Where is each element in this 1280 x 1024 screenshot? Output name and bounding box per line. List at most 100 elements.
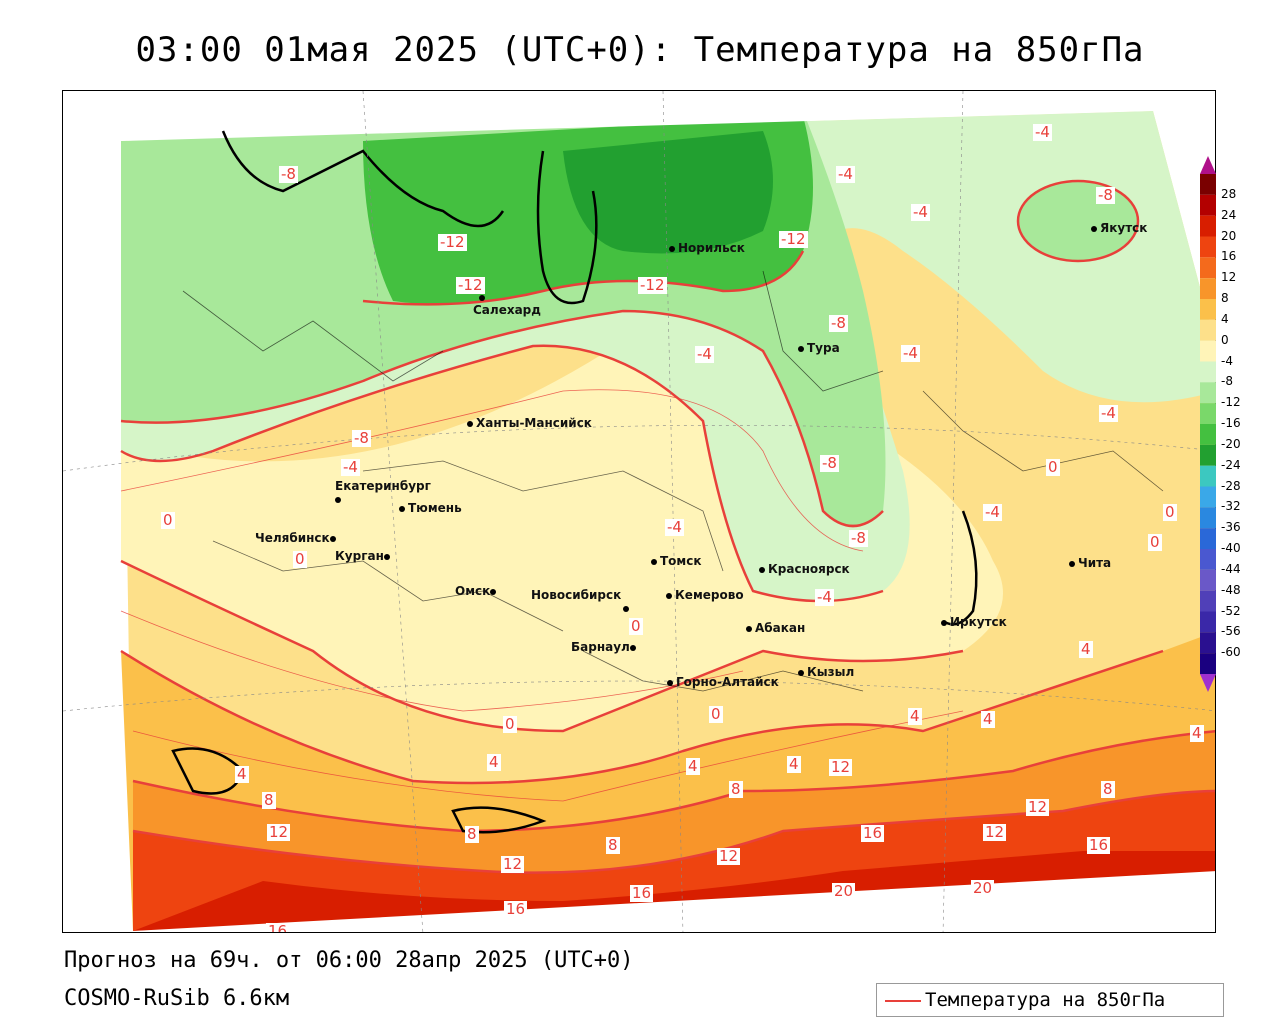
colorbar-tick-label: 0 [1221, 332, 1229, 347]
contour-label: 20 [971, 879, 995, 897]
contour-label: 16 [266, 923, 290, 932]
band-plus16-to-plus20 [133, 851, 1215, 931]
colorbar-cell [1200, 465, 1216, 487]
city-khanty-mansiysk: Ханты-Мансийск [467, 416, 592, 430]
contour-label: -4 [901, 344, 920, 362]
colorbar-cell [1200, 257, 1216, 279]
contour-label: 0 [1046, 458, 1060, 476]
city-salekhard-label: Салехард [473, 303, 541, 317]
colorbar-tick-label: -44 [1221, 561, 1241, 576]
colorbar-cell [1200, 590, 1216, 612]
city-novosibirsk-label: Новосибирск [531, 588, 622, 602]
map-title: 03:00 01мая 2025 (UTC+0): Температура на… [135, 30, 1145, 70]
colorbar-tick-label: 20 [1221, 228, 1237, 243]
contour-label: 0 [503, 715, 517, 733]
graticule [63, 91, 1215, 932]
city-ekaterinburg [335, 492, 344, 506]
colorbar-cell [1200, 382, 1216, 404]
contour-label: 12 [829, 758, 853, 776]
colorbar-tick-label: -56 [1221, 624, 1241, 639]
contour-label: -8 [820, 454, 839, 472]
contour-label: -12 [438, 233, 467, 251]
colorbar-tick-label: 8 [1221, 291, 1229, 305]
colorbar-cell [1200, 444, 1216, 466]
thin-isotherms [120, 389, 964, 802]
colorbar-tick-label: -16 [1221, 416, 1241, 430]
contour-label: 20 [832, 882, 856, 900]
colorbar-tick-label: -36 [1221, 520, 1241, 535]
colorbar-tick-label: -8 [1221, 374, 1233, 389]
contour-label: 12 [717, 847, 741, 865]
city-abakan: Абакан [746, 621, 805, 635]
contour-label: -8 [279, 165, 298, 183]
colorbar-cell [1200, 632, 1216, 654]
contour-label: -4 [341, 458, 360, 476]
colorbar-tick-label: 4 [1221, 311, 1229, 326]
colorbar-tick-label: -28 [1221, 478, 1241, 493]
contour-label: 0 [1148, 533, 1162, 551]
contour-label: -4 [665, 518, 684, 536]
contour-label: 16 [1087, 836, 1111, 854]
colorbar-tick-label: -12 [1221, 395, 1241, 410]
contour-label: 4 [487, 753, 501, 771]
outside-domain-left [63, 91, 121, 932]
contour-label: -4 [1099, 404, 1118, 422]
city-omsk: Омск [455, 584, 499, 598]
contour-label: 4 [686, 757, 700, 775]
contour-label: -8 [849, 529, 868, 547]
colorbar-cell [1200, 507, 1216, 529]
isotherms [120, 179, 1215, 874]
contour-label: -4 [911, 203, 930, 221]
colorbar-tick-label: -40 [1221, 541, 1241, 555]
colorbar-tick-label: -24 [1221, 457, 1241, 472]
colorbar-tick-label: -32 [1221, 499, 1241, 514]
contour-label: 8 [729, 780, 743, 798]
model-name: COSMO-RuSib 6.6км [64, 986, 290, 1011]
contour-label: 0 [1163, 503, 1177, 521]
contour-label: 8 [465, 825, 479, 843]
city-novosibirsk [623, 601, 632, 615]
contour-label: 8 [262, 791, 276, 809]
contour-label: -4 [815, 588, 834, 606]
contour-label: -4 [1033, 123, 1052, 141]
contour-label: -4 [695, 345, 714, 363]
contour-label: -4 [983, 503, 1002, 521]
colorbar-tick-label: 12 [1221, 270, 1237, 285]
contour-label: 16 [861, 824, 885, 842]
contour-label: 16 [630, 884, 654, 902]
city-tomsk: Томск [651, 554, 702, 568]
contour-label: -8 [352, 429, 371, 447]
colorbar-tick-label: 16 [1221, 249, 1237, 264]
contour-label: 4 [908, 707, 922, 725]
city-gorno-altaysk: Горно-Алтайск [667, 675, 779, 689]
contour-label: 0 [161, 511, 175, 529]
colorbar-cell [1200, 361, 1216, 383]
colorbar-tick-label: -52 [1221, 603, 1241, 618]
contour-label: -8 [1096, 186, 1115, 204]
legend-line-swatch [885, 1000, 921, 1002]
contour-label: 12 [501, 855, 525, 873]
map-canvas [63, 91, 1215, 932]
city-chelyabinsk: Челябинск [255, 531, 339, 545]
colorbar-cell [1200, 174, 1216, 195]
colorbar-cell [1200, 236, 1216, 258]
colorbar-cell [1200, 194, 1216, 216]
contour-label: -8 [829, 314, 848, 332]
contour-label: -12 [456, 276, 485, 294]
city-yakutsk: Якутск [1091, 221, 1147, 235]
contour-label: -12 [779, 230, 808, 248]
contour-label: 12 [1026, 798, 1050, 816]
legend-label: Температура на 850гПа [925, 989, 1166, 1011]
contour-label: 0 [709, 705, 723, 723]
outside-domain-top [63, 91, 1215, 141]
contour-label: -12 [638, 276, 667, 294]
colorbar-tick-label: -4 [1221, 353, 1233, 368]
outside-domain-bottom [109, 871, 1215, 932]
city-kurgan: Курган [335, 549, 393, 563]
colorbar-tick-label: -20 [1221, 436, 1241, 451]
colorbar-cell [1200, 403, 1216, 424]
contour-label: 16 [504, 900, 528, 918]
temperature-map[interactable]: Норильск Якутск Салехард Тура Ханты-Манс… [62, 90, 1216, 933]
contour-label: -4 [836, 165, 855, 183]
city-krasnoyarsk: Красноярск [759, 562, 850, 576]
